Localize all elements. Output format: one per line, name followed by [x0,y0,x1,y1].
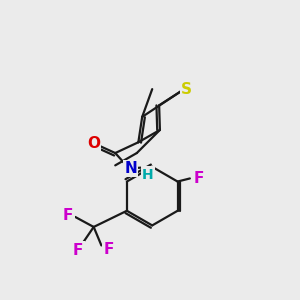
Text: S: S [182,82,192,98]
Text: H: H [142,168,153,182]
Text: O: O [87,136,100,151]
Text: F: F [63,208,74,223]
Text: F: F [103,242,113,257]
Text: N: N [124,161,137,176]
Text: F: F [73,243,83,258]
Text: F: F [193,171,203,186]
